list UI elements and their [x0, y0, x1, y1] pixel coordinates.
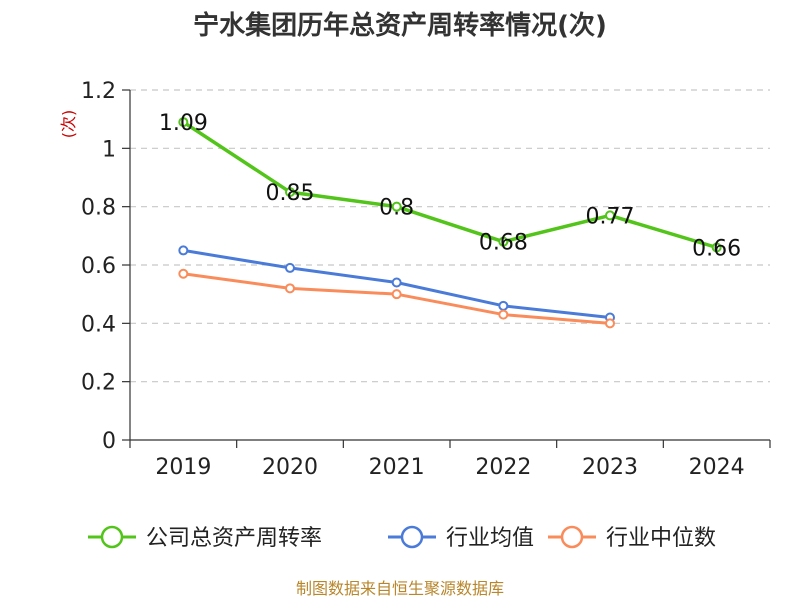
data-point: [711, 242, 722, 253]
data-label: 0.77: [586, 204, 635, 229]
data-point: [178, 268, 189, 279]
legend-label: 公司总资产周转率: [146, 526, 322, 551]
x-tick-label: 2019: [155, 455, 211, 480]
y-tick-label: 1.2: [81, 79, 116, 104]
data-label: 0.85: [266, 181, 315, 206]
data-point: [391, 277, 402, 288]
data-point: [391, 201, 402, 212]
data-point: [178, 117, 189, 128]
data-point: [285, 283, 295, 294]
x-tick-label: 2020: [262, 455, 318, 480]
x-tick-label: 2022: [475, 455, 531, 480]
data-point: [498, 300, 509, 311]
data-point: [498, 309, 509, 320]
legend-label: 行业均值: [446, 526, 534, 551]
axes: 0 0.2 0.4 0.6 0.8 1 1.2 2019 2020 2021 2022 2023 202…: [81, 79, 771, 480]
legend-marker: [400, 525, 424, 549]
source-note: 制图数据来自恒生聚源数据库: [296, 579, 504, 598]
y-tick-label: 0: [102, 429, 116, 454]
y-tick-label: 0.6: [81, 254, 116, 279]
data-point: [285, 187, 295, 198]
legend-marker: [100, 525, 124, 549]
data-label: 0.68: [479, 231, 528, 256]
data-label: 0.8: [379, 196, 414, 221]
gridlines: [130, 89, 770, 383]
legend: 公司总资产周转率 行业均值 行业中位数: [88, 525, 716, 551]
chart-title: 宁水集团历年总资产周转率情况(次): [193, 10, 607, 41]
data-point: [178, 245, 189, 256]
x-tick-label: 2024: [689, 455, 745, 480]
data-point: [605, 210, 615, 221]
data-point: [285, 262, 295, 273]
y-tick-label: 1: [102, 137, 116, 162]
data-point: [605, 318, 615, 329]
x-tick-label: 2021: [369, 455, 425, 480]
legend-marker: [560, 525, 584, 549]
data-point: [498, 236, 509, 247]
data-point: [391, 289, 402, 300]
y-tick-label: 0.2: [81, 371, 116, 396]
y-tick-label: 0.8: [81, 196, 116, 221]
series-line: [182, 120, 718, 250]
data-label: 0.66: [692, 237, 741, 262]
series-group: 1.09 0.85 0.8 0.68 0.77 0.66: [159, 111, 741, 329]
data-label: 1.09: [159, 111, 208, 136]
legend-label: 行业中位数: [606, 526, 716, 551]
x-tick-label: 2023: [582, 455, 638, 480]
y-axis-unit-label: (次): [59, 110, 78, 139]
y-tick-label: 0.4: [81, 312, 116, 337]
